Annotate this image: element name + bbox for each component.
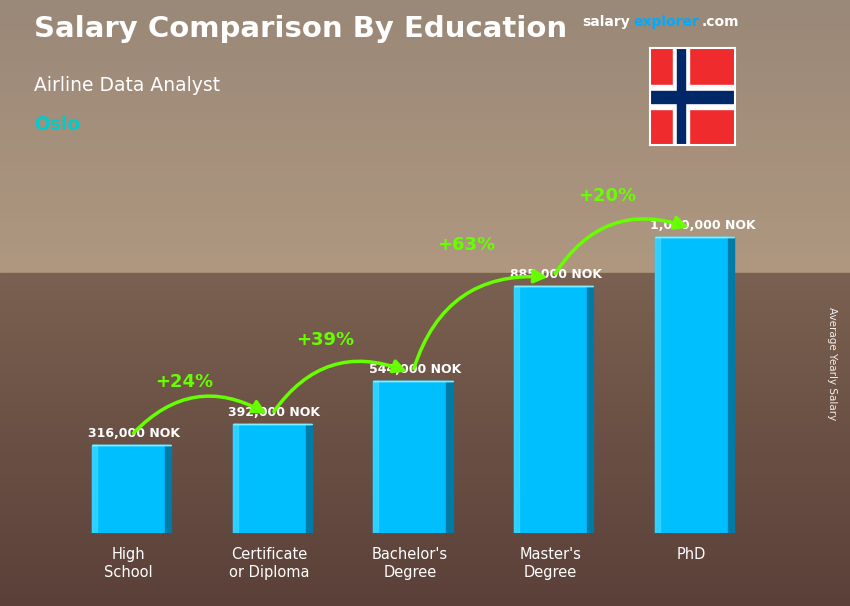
Bar <box>0 565 850 576</box>
Text: salary: salary <box>582 15 630 29</box>
Text: +39%: +39% <box>297 331 354 349</box>
Bar <box>0 30 850 41</box>
Bar <box>650 85 735 109</box>
Bar <box>673 48 689 145</box>
Bar <box>0 192 850 202</box>
Text: +63%: +63% <box>437 236 496 253</box>
Bar <box>0 202 850 212</box>
Bar <box>0 444 850 454</box>
Bar <box>0 101 850 111</box>
Text: Average Yearly Salary: Average Yearly Salary <box>827 307 837 420</box>
Bar <box>0 474 850 485</box>
Bar <box>0 71 850 81</box>
Bar <box>0 61 850 71</box>
Polygon shape <box>165 445 172 533</box>
Bar <box>0 333 850 344</box>
Bar <box>0 111 850 121</box>
Bar <box>0 353 850 364</box>
Text: 1,060,000 NOK: 1,060,000 NOK <box>650 219 756 231</box>
Bar <box>0 435 850 444</box>
Bar <box>0 242 850 253</box>
Text: 392,000 NOK: 392,000 NOK <box>229 405 320 419</box>
Text: explorer: explorer <box>633 15 699 29</box>
Text: 885,000 NOK: 885,000 NOK <box>510 268 602 281</box>
Bar <box>373 381 378 533</box>
Bar <box>0 495 850 505</box>
Text: .com: .com <box>701 15 739 29</box>
Bar <box>0 222 850 232</box>
Bar <box>0 10 850 20</box>
Bar <box>92 445 97 533</box>
Bar <box>0 424 850 435</box>
Polygon shape <box>587 286 593 533</box>
Bar <box>0 0 850 10</box>
Bar <box>0 41 850 50</box>
Bar <box>0 152 850 162</box>
Bar <box>0 171 850 182</box>
Bar <box>677 48 685 145</box>
Bar <box>0 586 850 596</box>
Bar <box>0 232 850 242</box>
Bar <box>0 182 850 192</box>
Bar <box>650 91 735 103</box>
Bar <box>0 596 850 606</box>
Bar <box>233 424 306 533</box>
Bar <box>0 81 850 91</box>
Polygon shape <box>446 381 453 533</box>
Bar <box>92 445 165 533</box>
Bar <box>0 212 850 222</box>
Text: 544,000 NOK: 544,000 NOK <box>369 363 462 376</box>
Bar <box>0 576 850 586</box>
Bar <box>0 525 850 535</box>
Polygon shape <box>728 237 734 533</box>
Bar <box>0 535 850 545</box>
Bar <box>0 485 850 495</box>
Bar <box>373 381 446 533</box>
Text: Salary Comparison By Education: Salary Comparison By Education <box>34 15 567 43</box>
Bar <box>0 404 850 414</box>
Bar <box>0 303 850 313</box>
Bar <box>0 20 850 30</box>
Bar <box>0 394 850 404</box>
Text: +20%: +20% <box>578 187 636 205</box>
Bar <box>0 545 850 556</box>
Bar <box>0 132 850 141</box>
Bar <box>0 374 850 384</box>
Bar <box>0 121 850 132</box>
Bar <box>0 384 850 394</box>
Bar <box>514 286 587 533</box>
Bar <box>0 283 850 293</box>
Bar <box>0 313 850 323</box>
Text: +24%: +24% <box>156 373 213 391</box>
Bar <box>0 253 850 262</box>
Bar <box>0 293 850 303</box>
Bar <box>0 344 850 353</box>
Bar <box>0 162 850 171</box>
Bar <box>0 91 850 101</box>
Polygon shape <box>306 424 312 533</box>
Text: Airline Data Analyst: Airline Data Analyst <box>34 76 220 95</box>
Bar <box>0 141 850 152</box>
Bar <box>0 465 850 474</box>
Bar <box>0 50 850 61</box>
Bar <box>0 414 850 424</box>
Bar <box>0 273 850 283</box>
Bar <box>0 323 850 333</box>
Bar <box>0 556 850 565</box>
Bar <box>233 424 238 533</box>
Bar <box>654 237 660 533</box>
Bar <box>514 286 519 533</box>
Bar <box>0 505 850 515</box>
Bar <box>0 515 850 525</box>
Bar <box>0 364 850 374</box>
Text: Oslo: Oslo <box>34 115 80 134</box>
Bar <box>0 262 850 273</box>
Bar <box>0 454 850 465</box>
Bar <box>654 237 728 533</box>
Text: 316,000 NOK: 316,000 NOK <box>88 427 179 440</box>
